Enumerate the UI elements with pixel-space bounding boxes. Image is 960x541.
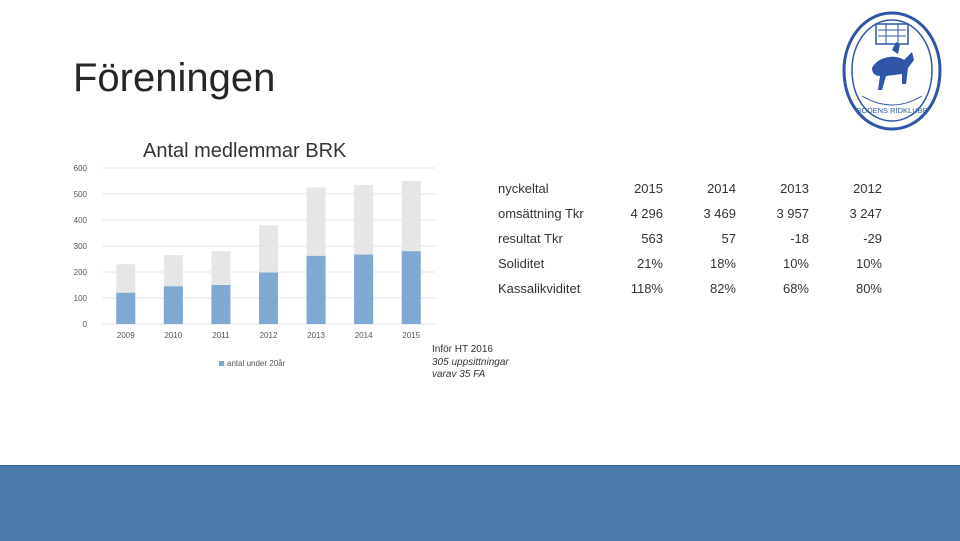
kpi-row: resultat Tkr 563 57 -18 -29 (498, 226, 882, 251)
bar-under20-2013 (306, 255, 326, 324)
kpi-row: omsättning Tkr 4 296 3 469 3 957 3 247 (498, 201, 882, 226)
kpi-cell: 4 296 (630, 206, 663, 221)
kpi-header-year: 2015 (634, 181, 663, 196)
kpi-header-row: nyckeltal 2015 2014 2013 2012 (498, 176, 882, 201)
y-tick-label: 500 (74, 190, 88, 199)
kpi-cell: 10% (782, 256, 809, 271)
kpi-cell: -18 (790, 231, 809, 246)
bar-under20-2011 (211, 285, 231, 324)
x-tick-label: 2012 (260, 331, 278, 340)
kpi-row-label: Kassalikviditet (498, 281, 581, 296)
x-tick-label: 2014 (355, 331, 373, 340)
y-tick-label: 400 (74, 216, 88, 225)
kpi-header-year: 2012 (853, 181, 882, 196)
bar-under20-2014 (354, 254, 374, 324)
kpi-cell: 3 247 (849, 206, 882, 221)
kpi-cell: 10% (855, 256, 882, 271)
season-note: Inför HT 2016 305 uppsittningar varav 35… (432, 344, 509, 382)
y-tick-label: 0 (83, 320, 88, 329)
bar-under20-2009 (116, 292, 136, 324)
kpi-cell: 80% (855, 281, 882, 296)
y-tick-label: 200 (74, 268, 88, 277)
x-tick-label: 2011 (212, 331, 230, 340)
kpi-row-label: resultat Tkr (498, 231, 563, 246)
member-bar-chart: 0 100 200 300 400 500 600 2009 2010 2011 2012 2013 2… (74, 164, 435, 340)
note-line-1: Inför HT 2016 (432, 344, 493, 355)
kpi-cell: 21% (636, 256, 663, 271)
x-tick-label: 2015 (402, 331, 420, 340)
legend-swatch-under20 (219, 361, 224, 366)
x-tick-label: 2009 (117, 331, 135, 340)
svg-text:BODENS RIDKLUBB: BODENS RIDKLUBB (856, 106, 927, 115)
kpi-cell: -29 (863, 231, 882, 246)
club-logo-icon: BODENS RIDKLUBB (842, 11, 942, 131)
chart-title: Antal medlemmar BRK (143, 140, 347, 162)
kpi-row: Soliditet 21% 18% 10% 10% (498, 251, 882, 276)
x-tick-label: 2013 (307, 331, 325, 340)
kpi-cell: 68% (782, 281, 809, 296)
bar-under20-2015 (401, 251, 421, 324)
kpi-row: Kassalikviditet 118% 82% 68% 80% (498, 276, 882, 301)
footer-bar (0, 465, 960, 541)
y-tick-label: 600 (74, 164, 88, 173)
chart-legend: antal under 20år (219, 359, 285, 368)
kpi-row-label: Soliditet (498, 256, 545, 271)
kpi-header-year: 2013 (780, 181, 809, 196)
kpi-cell: 82% (709, 281, 736, 296)
note-line-2: 305 uppsittningar (432, 356, 509, 368)
kpi-cell: 3 469 (703, 206, 736, 221)
kpi-table: nyckeltal 2015 2014 2013 2012 omsättning… (498, 176, 882, 301)
kpi-cell: 57 (721, 231, 736, 246)
bar-under20-2010 (163, 286, 183, 324)
kpi-header-year: 2014 (707, 181, 736, 196)
bar-under20-2012 (259, 272, 278, 324)
kpi-cell: 563 (641, 231, 663, 246)
kpi-cell: 118% (630, 281, 663, 296)
kpi-cell: 18% (709, 256, 736, 271)
legend-label-under20: antal under 20år (227, 359, 286, 368)
kpi-cell: 3 957 (776, 206, 809, 221)
slide-title: Föreningen (73, 56, 276, 100)
note-line-3: varav 35 FA (432, 369, 486, 380)
x-tick-label: 2010 (164, 331, 182, 340)
y-tick-label: 300 (74, 242, 88, 251)
kpi-row-label: omsättning Tkr (498, 206, 584, 221)
kpi-header-label: nyckeltal (498, 181, 549, 196)
y-tick-label: 100 (74, 294, 88, 303)
